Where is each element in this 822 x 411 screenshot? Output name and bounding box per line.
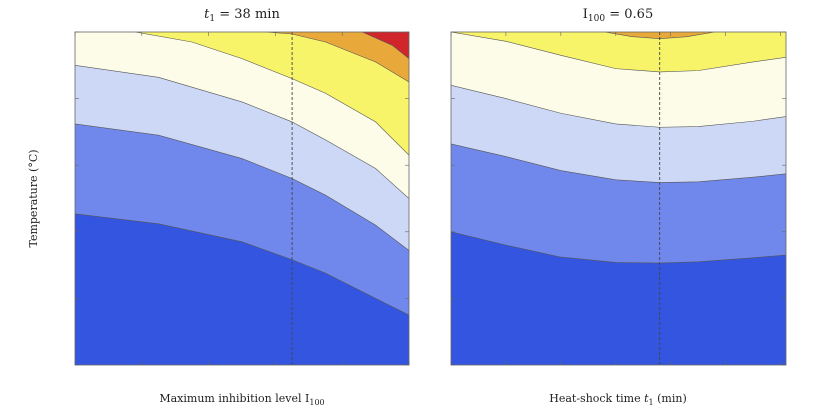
- contour-line-1: [451, 143, 786, 183]
- title-subscript: 1: [209, 14, 215, 24]
- x-axis-label-variable: t: [644, 392, 649, 405]
- band-above-3: [362, 32, 409, 59]
- panel-title: I100 = 0.65: [583, 7, 653, 24]
- title-value: = 0.65: [605, 7, 653, 22]
- title-symbol: I: [583, 7, 588, 22]
- plot-frame: [450, 31, 787, 366]
- title-value: = 38 min: [215, 7, 280, 22]
- x-axis-label-unit: (min): [654, 392, 687, 405]
- contour-fills: [451, 32, 786, 264]
- contour-line-1.5: [75, 65, 409, 199]
- contour-line-3: [362, 32, 409, 59]
- plot-frame: [74, 31, 410, 366]
- band-above-2.5: [604, 32, 715, 39]
- band-above-2.5: [265, 32, 409, 82]
- band-above-2: [135, 32, 409, 156]
- contour-panel-2: I100 = 0.65 Heat-shock time t1 (min): [450, 7, 787, 407]
- contour-fills: [75, 32, 409, 316]
- x-axis-label-subscript: 1: [649, 398, 654, 407]
- x-axis-label-text: Heat-shock time: [549, 392, 644, 405]
- title-subscript: 100: [588, 14, 605, 24]
- contour-line-1.5: [451, 84, 786, 128]
- contour-panel-1: t1 = 38 min Maximum inhibition level I100…: [27, 7, 410, 407]
- x-axis-label: Heat-shock time t1 (min): [549, 392, 687, 407]
- contour-line-2: [451, 32, 786, 73]
- contour-line-2.5: [265, 32, 409, 83]
- x-axis-label-text: Maximum inhibition level I: [159, 392, 309, 405]
- band-above-2: [451, 32, 786, 72]
- contour-line-0.5: [451, 231, 786, 264]
- x-axis-label-subscript: 100: [309, 398, 324, 407]
- panel-title: t1 = 38 min: [204, 7, 280, 24]
- x-axis-label: Maximum inhibition level I100: [159, 392, 324, 407]
- title-symbol: t: [204, 7, 210, 22]
- y-axis-label: Temperature (°C): [27, 149, 40, 247]
